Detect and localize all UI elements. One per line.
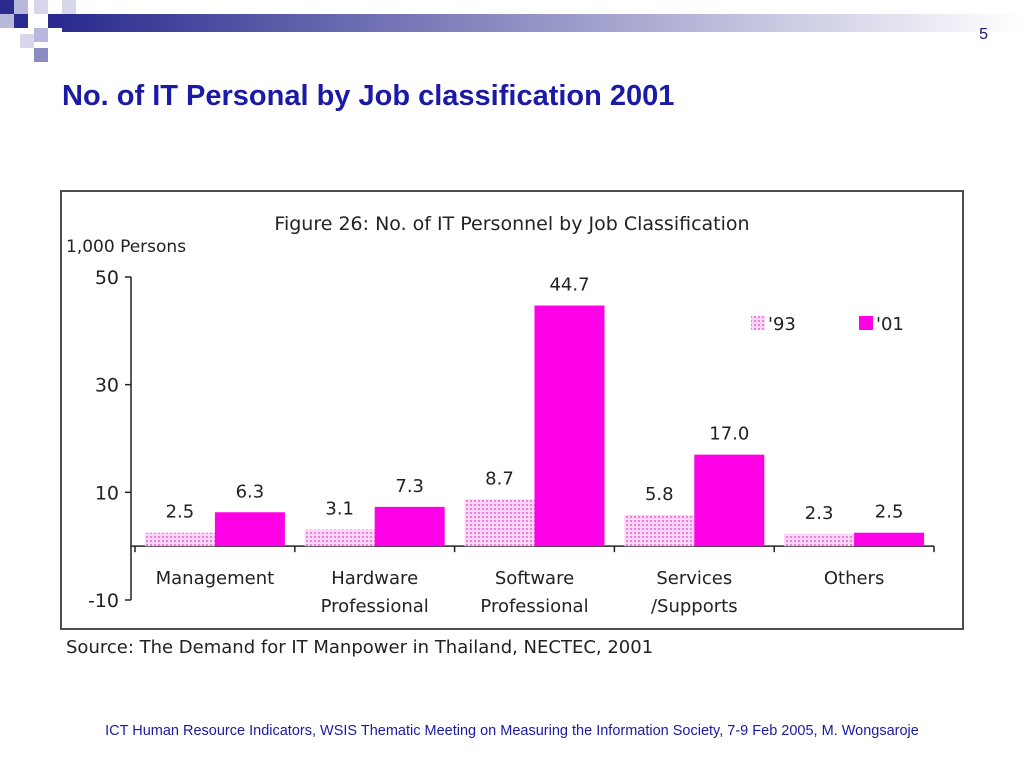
category-label: /Supports [651,596,738,617]
chart-source: Source: The Demand for IT Manpower in Th… [66,637,654,658]
bar-01 [694,454,765,547]
data-label: 6.3 [236,481,265,502]
slide-title: No. of IT Personal by Job classification… [62,80,675,112]
category-label: Services [656,568,732,589]
data-label: 5.8 [645,484,674,505]
bar-93 [304,529,375,547]
data-label: 44.7 [549,275,589,296]
slide-decoration [0,0,1024,62]
category-label: Management [156,568,275,589]
y-tick-label: 50 [95,267,119,289]
bar-01 [214,512,285,547]
bar-01 [854,532,925,547]
bar-01 [374,506,445,547]
bar-93 [464,499,535,547]
legend-swatch [859,316,873,330]
bar-93 [144,532,215,547]
chart-frame: Figure 26: No. of IT Personnel by Job Cl… [60,190,964,630]
bar-chart: Figure 26: No. of IT Personnel by Job Cl… [66,213,935,617]
legend-label: '93 [768,314,796,335]
bar-01 [534,305,605,547]
bar-93 [784,533,855,547]
category-label: Hardware [331,568,418,589]
bar-93 [624,514,695,547]
data-label: 8.7 [485,468,514,489]
data-label: 2.5 [166,502,195,523]
y-tick-label: -10 [88,590,119,612]
chart-title: Figure 26: No. of IT Personnel by Job Cl… [274,213,749,235]
category-label: Others [824,568,885,589]
category-label: Professional [321,596,429,617]
data-label: 2.3 [805,503,834,524]
data-label: 2.5 [875,502,904,523]
slide-number: 5 [979,26,988,43]
data-label: 7.3 [395,476,424,497]
slide-footer: ICT Human Resource Indicators, WSIS Them… [105,723,919,739]
y-axis-label: 1,000 Persons [66,237,186,257]
legend-label: '01 [876,314,904,335]
legend-swatch [751,316,765,330]
category-label: Software [495,568,574,589]
y-tick-label: 10 [95,482,119,504]
y-tick-label: 30 [95,375,119,397]
data-label: 17.0 [709,424,749,445]
category-label: Professional [480,596,588,617]
data-label: 3.1 [325,498,354,519]
